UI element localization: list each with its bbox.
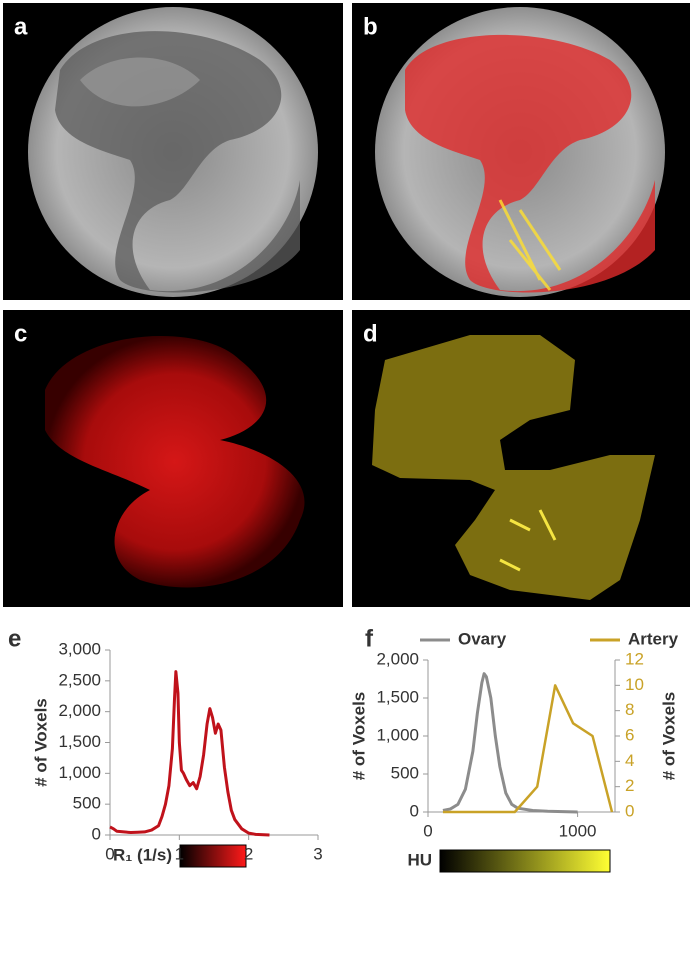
x-tick-label: 0 (423, 821, 432, 840)
y2-tick-label: 0 (625, 801, 634, 820)
y2-tick-label: 4 (625, 751, 634, 770)
panel-label: e (8, 625, 21, 652)
x-tick-label: 3 (313, 844, 322, 863)
x-tick-label: 2 (244, 844, 253, 863)
y-tick-label: 1,500 (376, 687, 419, 706)
x-tick-label: 1000 (559, 821, 597, 840)
x-tick-label: 1 (175, 844, 184, 863)
y2-tick-label: 6 (625, 725, 634, 744)
data-line (442, 672, 578, 814)
y-tick-label: 0 (410, 801, 419, 820)
y-axis-label: # of Voxels (31, 698, 50, 787)
y-tick-label: 3,000 (58, 639, 101, 658)
panel-label: a (14, 13, 28, 40)
panel-d: d (352, 310, 690, 607)
x-tick-label: 0 (105, 844, 114, 863)
y-tick-label: 2,500 (58, 670, 101, 689)
data-line (442, 684, 614, 814)
y2-tick-label: 2 (625, 776, 634, 795)
y2-tick-label: 12 (625, 649, 644, 668)
panel-label: f (365, 625, 374, 652)
panel-b: b (352, 3, 690, 300)
y2-tick-label: 8 (625, 700, 634, 719)
y-tick-label: 2,000 (376, 649, 419, 668)
colorbar (179, 844, 247, 868)
panel-a: a (3, 3, 343, 300)
panel-label: d (363, 320, 378, 347)
legend-label: Artery (628, 629, 679, 648)
panel-c: c (3, 310, 343, 607)
y2-axis-label: # of Voxels (659, 692, 678, 781)
legend-label: Ovary (458, 629, 507, 648)
y-tick-label: 1,000 (376, 725, 419, 744)
y-tick-label: 0 (92, 824, 101, 843)
colorbar (439, 849, 611, 873)
y-tick-label: 1,500 (58, 732, 101, 751)
y2-tick-label: 10 (625, 675, 644, 694)
y-tick-label: 500 (391, 763, 419, 782)
y-tick-label: 2,000 (58, 701, 101, 720)
y-tick-label: 500 (73, 794, 101, 813)
data-line (109, 670, 270, 837)
y-axis-label: # of Voxels (349, 692, 368, 781)
y-tick-label: 1,000 (58, 763, 101, 782)
x-axis-label: HU (407, 850, 432, 869)
panel-label: c (14, 320, 27, 347)
panel-label: b (363, 13, 378, 40)
x-axis-label: R₁ (1/s) (113, 845, 172, 864)
